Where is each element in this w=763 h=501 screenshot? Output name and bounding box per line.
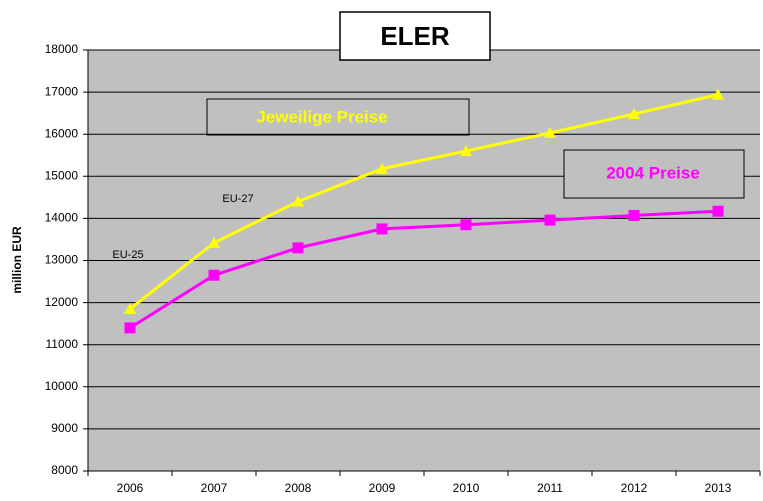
y-tick-label: 10000 (45, 379, 79, 393)
series-line (129, 209, 719, 330)
marker (628, 107, 640, 119)
marker (208, 269, 220, 281)
marker (628, 209, 640, 221)
marker (124, 322, 136, 334)
y-tick-label: 8000 (51, 463, 78, 477)
y-tick-label: 18000 (45, 42, 79, 56)
marker (292, 195, 304, 207)
legend-box (206, 98, 470, 136)
y-tick-label: 14000 (45, 211, 79, 225)
marker (460, 219, 472, 231)
marker (544, 126, 556, 138)
marker (376, 223, 388, 235)
series-line (129, 93, 719, 311)
legend-box (563, 149, 745, 199)
y-tick-label: 12000 (45, 295, 79, 309)
y-tick-label: 16000 (45, 126, 79, 140)
chart-title: ELER (380, 21, 450, 51)
x-tick-label: 2012 (621, 481, 648, 495)
x-tick-label: 2007 (201, 481, 228, 495)
marker (712, 205, 724, 217)
x-tick-label: 2011 (537, 481, 563, 495)
legend-label: 2004 Preise (606, 163, 700, 182)
marker (460, 145, 472, 157)
x-tick-label: 2013 (705, 481, 732, 495)
marker (208, 236, 220, 248)
legend-label: Jeweilige Preise (256, 107, 387, 126)
y-axis-label: million EUR (10, 226, 24, 294)
x-tick-label: 2010 (453, 481, 480, 495)
y-tick-label: 17000 (45, 84, 79, 98)
y-tick-label: 13000 (45, 253, 79, 267)
y-tick-label: 9000 (51, 421, 78, 435)
x-tick-label: 2008 (285, 481, 312, 495)
x-tick-label: 2009 (369, 481, 396, 495)
y-tick-label: 15000 (45, 168, 79, 182)
title-box (339, 11, 491, 61)
annotation: EU-27 (222, 193, 253, 205)
marker (124, 302, 136, 314)
marker (292, 242, 304, 254)
y-tick-label: 11000 (46, 337, 79, 351)
marker (376, 162, 388, 174)
marker (712, 88, 724, 100)
annotation: EU-25 (112, 249, 143, 261)
marker (544, 214, 556, 226)
x-tick-label: 2006 (117, 481, 144, 495)
